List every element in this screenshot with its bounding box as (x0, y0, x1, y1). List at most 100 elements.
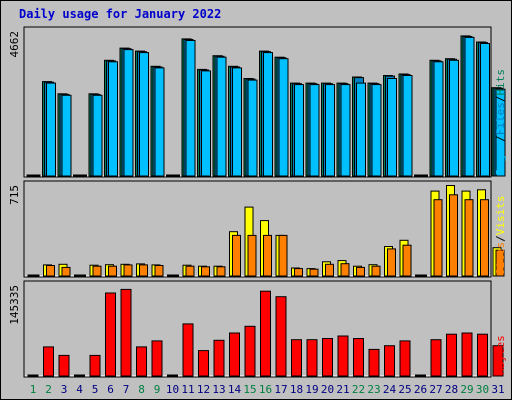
bar-kbytes-28 (446, 333, 457, 377)
x-tick-label-16: 16 (259, 383, 272, 396)
legend-item: Visits (494, 196, 507, 236)
legend-visits-sites: Sites/Visits (494, 196, 507, 276)
x-tick-label-7: 7 (123, 383, 130, 396)
bar-pages-30 (480, 43, 490, 177)
bar-pages-18 (294, 84, 304, 177)
bar-kbytes-14 (229, 332, 240, 377)
x-tick-label-12: 12 (197, 383, 210, 396)
bar-sites-10 (170, 274, 179, 277)
bar-kbytes-29 (461, 332, 473, 377)
bar-sites-1 (30, 274, 40, 277)
bar-pages-8 (139, 52, 149, 177)
legend-item: / (494, 235, 507, 242)
bar-pages-20 (325, 84, 335, 177)
bar-sites-29 (464, 199, 474, 277)
bar-sites-31 (495, 249, 505, 277)
bar-pages-13 (216, 56, 227, 177)
x-tick-label-15: 15 (243, 383, 256, 396)
bar-sites-22 (356, 266, 365, 277)
bar-sites-23 (371, 265, 381, 277)
x-tick-label-11: 11 (181, 383, 194, 396)
bar-kbytes-7 (120, 288, 132, 377)
bar-pages-1 (30, 174, 41, 177)
bar-sites-21 (340, 263, 350, 277)
x-tick-label-5: 5 (92, 383, 99, 396)
bar-sites-19 (309, 268, 319, 277)
bar-kbytes-1 (27, 374, 39, 377)
x-tick-label-22: 22 (352, 383, 365, 396)
bar-sites-27 (433, 199, 443, 277)
legend-item: Files (494, 102, 507, 135)
bar-sites-3 (61, 266, 71, 277)
bar-pages-3 (61, 94, 72, 177)
bar-kbytes-4 (74, 374, 85, 377)
bar-sites-17 (278, 234, 288, 277)
bar-sites-16 (263, 234, 272, 277)
bar-kbytes-16 (260, 290, 271, 377)
bar-pages-24 (387, 78, 397, 177)
bar-pages-10 (170, 174, 180, 177)
x-tick-label-3: 3 (61, 383, 68, 396)
x-tick-label-23: 23 (367, 383, 380, 396)
bar-kbytes-22 (353, 338, 364, 377)
panel-visits-sites (23, 180, 492, 278)
bar-kbytes-24 (384, 345, 395, 377)
bar-sites-14 (232, 234, 241, 277)
bar-pages-17 (278, 58, 289, 177)
legend-item: Pages (494, 142, 507, 175)
bar-sites-20 (325, 263, 334, 277)
x-tick-label-28: 28 (445, 383, 458, 396)
legend-kbytes: KBytes (494, 335, 507, 375)
x-tick-label-20: 20 (321, 383, 334, 396)
x-tick-label-9: 9 (154, 383, 161, 396)
x-tick-label-2: 2 (45, 383, 52, 396)
bar-kbytes-3 (58, 354, 70, 377)
bar-sites-5 (92, 265, 102, 277)
bar-pages-31 (495, 88, 506, 177)
bar-sites-13 (216, 266, 226, 277)
bar-kbytes-2 (43, 346, 54, 377)
bar-kbytes-8 (136, 346, 147, 377)
bar-kbytes-15 (244, 325, 256, 377)
bar-pages-4 (77, 174, 87, 177)
x-tick-label-25: 25 (398, 383, 411, 396)
bar-sites-4 (77, 274, 86, 277)
x-tick-label-10: 10 (166, 383, 179, 396)
bar-sites-9 (154, 265, 164, 277)
x-tick-label-31: 31 (491, 383, 504, 396)
x-tick-label-29: 29 (460, 383, 473, 396)
x-tick-label-14: 14 (228, 383, 242, 396)
x-tick-label-17: 17 (274, 383, 287, 396)
bar-sites-30 (480, 199, 489, 277)
bar-kbytes-23 (368, 348, 380, 377)
bar-sites-12 (201, 266, 210, 277)
x-tick-label-27: 27 (429, 383, 442, 396)
x-tick-label-4: 4 (76, 383, 83, 396)
bar-pages-14 (232, 67, 242, 177)
bar-sites-25 (402, 244, 412, 277)
bar-sites-8 (139, 264, 148, 277)
bar-pages-7 (123, 49, 134, 177)
bar-pages-27 (433, 61, 444, 177)
bar-kbytes-13 (213, 339, 225, 377)
bar-pages-9 (154, 67, 165, 177)
bar-pages-29 (464, 36, 475, 177)
x-tick-label-26: 26 (414, 383, 427, 396)
bar-kbytes-26 (415, 374, 426, 377)
bar-kbytes-5 (89, 354, 101, 377)
x-tick-label-1: 1 (30, 383, 37, 396)
bar-pages-11 (185, 40, 196, 177)
bar-kbytes-30 (477, 333, 488, 377)
bar-pages-19 (309, 84, 320, 177)
bar-kbytes-17 (275, 296, 287, 377)
x-tick-label-18: 18 (290, 383, 303, 396)
legend-item: / (494, 135, 507, 142)
legend-item: / (494, 96, 507, 103)
bar-kbytes-19 (306, 339, 318, 377)
bar-kbytes-18 (291, 339, 302, 377)
bar-kbytes-11 (182, 323, 194, 377)
x-tick-label-6: 6 (107, 383, 114, 396)
bar-kbytes-31 (492, 345, 504, 377)
chart-title: Daily usage for January 2022 (19, 7, 222, 21)
y-max-label: 145335 (8, 285, 21, 325)
